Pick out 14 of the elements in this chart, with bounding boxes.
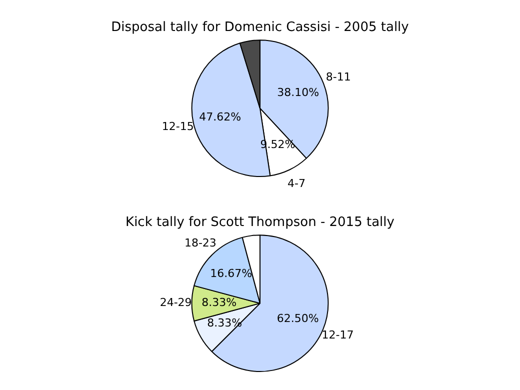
data-label: 38.10% bbox=[277, 86, 320, 100]
slice-label: 12-15 bbox=[162, 120, 194, 133]
slice-label: 24-29 bbox=[160, 296, 192, 310]
chart-title: Kick tally for Scott Thompson - 2015 tally bbox=[126, 215, 395, 230]
data-label: 8.33% bbox=[207, 316, 242, 330]
data-label: 16.67% bbox=[210, 267, 252, 280]
data-label: 8.33% bbox=[202, 296, 237, 310]
slice-label: 4-7 bbox=[288, 177, 306, 190]
slice-label: 12-17 bbox=[322, 328, 354, 342]
data-label: 62.50% bbox=[276, 312, 319, 325]
slice-label: 18-23 bbox=[184, 236, 216, 250]
slice-label: 8-11 bbox=[326, 70, 351, 84]
data-label: 47.62% bbox=[199, 110, 242, 124]
chart-title: Disposal tally for Domenic Cassisi - 2005 tally bbox=[111, 20, 410, 36]
